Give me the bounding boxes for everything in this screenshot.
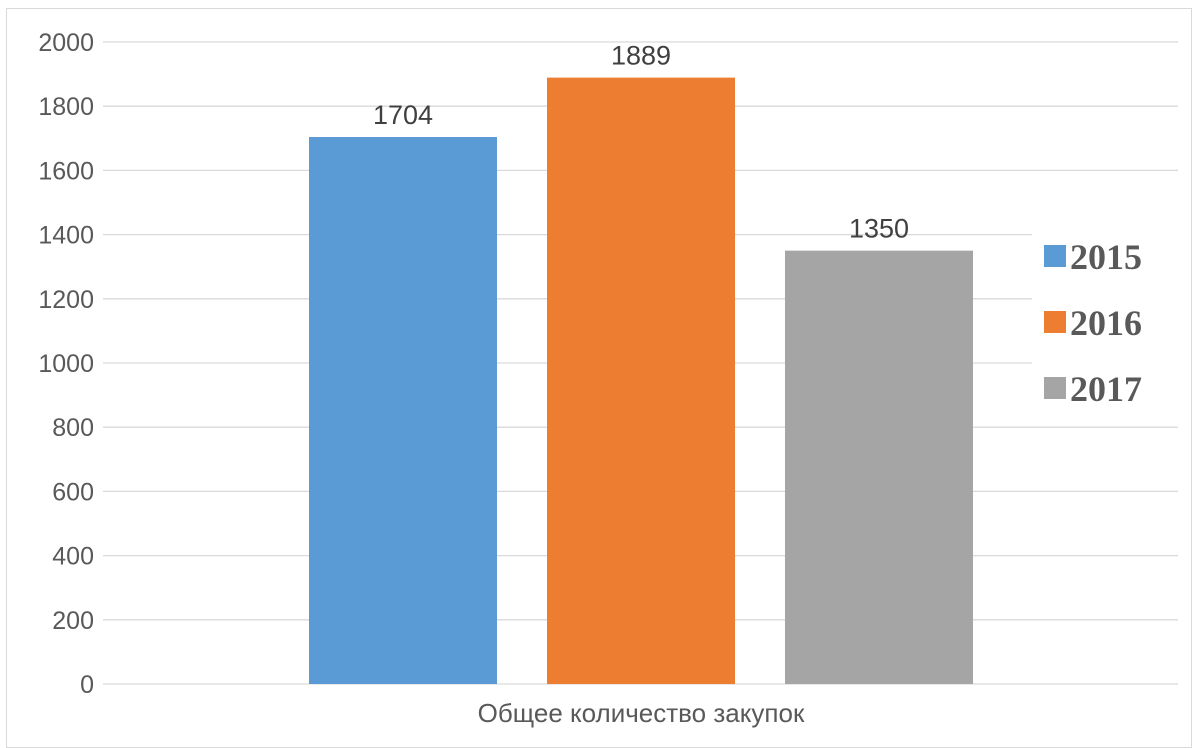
bar-2017 <box>785 250 973 684</box>
legend-label-2016: 2016 <box>1070 303 1142 343</box>
y-tick-label: 2000 <box>38 29 94 57</box>
legend-swatch-2015 <box>1044 245 1066 267</box>
y-axis-tick-labels: 0 200 400 600 800 1000 1200 1400 1600 1800 2000 <box>38 29 94 699</box>
data-label-2016: 1889 <box>611 41 671 71</box>
data-label-2015: 1704 <box>373 100 433 130</box>
legend-swatch-2017 <box>1044 377 1066 399</box>
y-tick-label: 600 <box>52 478 94 506</box>
x-axis-category-labels: Общее количество закупок <box>478 698 805 728</box>
data-label-2017: 1350 <box>849 214 909 244</box>
y-tick-label: 1200 <box>38 286 94 314</box>
y-tick-label: 1800 <box>38 93 94 121</box>
legend-label-2015: 2015 <box>1070 237 1142 277</box>
y-tick-label: 1400 <box>38 222 94 250</box>
bar-2016 <box>547 77 735 685</box>
category-label: Общее количество закупок <box>478 698 805 728</box>
y-tick-label: 800 <box>52 414 94 442</box>
data-labels: 1704 1889 1350 <box>373 41 909 244</box>
legend: 2015 2016 2017 <box>1044 237 1142 409</box>
y-tick-label: 0 <box>80 671 94 699</box>
y-tick-label: 1000 <box>38 350 94 378</box>
y-tick-label: 1600 <box>38 157 94 185</box>
legend-label-2017: 2017 <box>1070 369 1142 409</box>
y-tick-label: 200 <box>52 607 94 635</box>
legend-swatch-2016 <box>1044 311 1066 333</box>
bar-2015 <box>309 137 497 685</box>
y-tick-label: 400 <box>52 543 94 571</box>
bars <box>309 77 973 685</box>
